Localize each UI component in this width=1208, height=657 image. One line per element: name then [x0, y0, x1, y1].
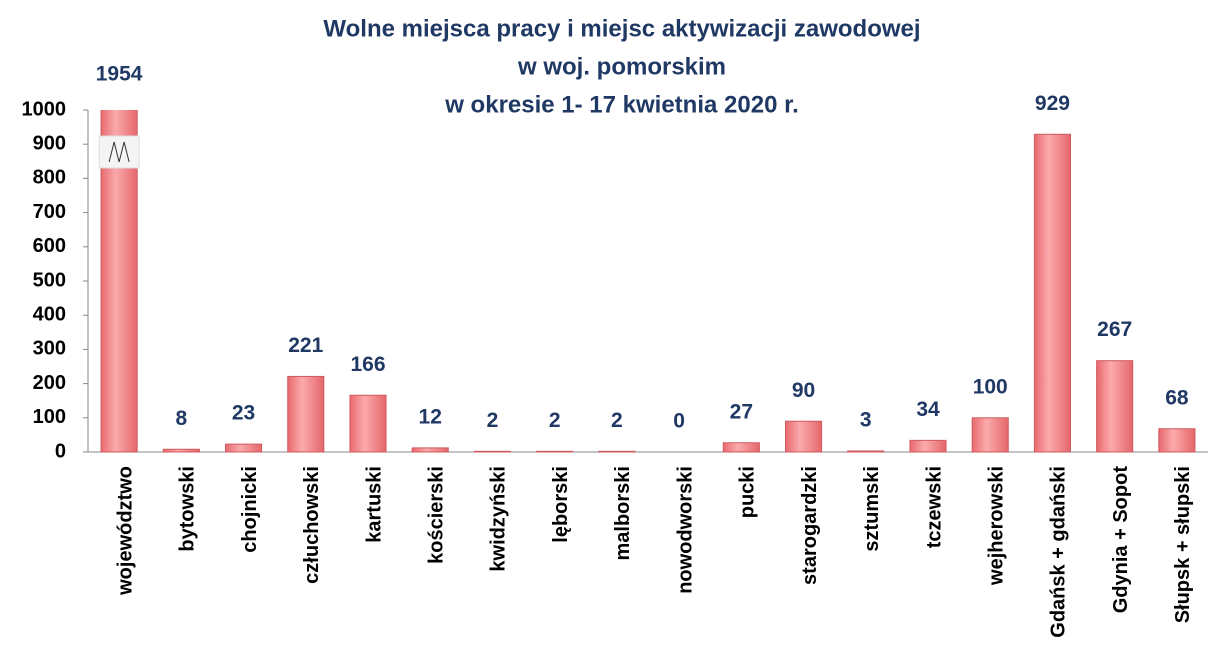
value-label: 34	[916, 398, 940, 421]
x-tick-label: pucki	[737, 466, 759, 518]
y-tick-label: 300	[33, 338, 66, 360]
value-label: 2	[611, 409, 623, 432]
value-label: 68	[1165, 386, 1189, 409]
chart-title: Wolne miejsca pracy i miejsc aktywizacji…	[323, 15, 920, 42]
value-label: 929	[1035, 92, 1070, 115]
y-tick-label: 700	[33, 201, 66, 223]
x-tick-label: województwo	[114, 466, 136, 596]
y-tick-label: 100	[33, 406, 66, 428]
y-tick-label: 1000	[22, 98, 67, 120]
value-label: 166	[350, 353, 385, 376]
y-tick-label: 0	[55, 440, 66, 462]
chart-title: w okresie 1- 17 kwietnia 2020 r.	[444, 91, 799, 118]
x-tick-label: sztumski	[861, 466, 883, 552]
x-tick-label: człuchowski	[301, 466, 323, 584]
value-label: 0	[673, 410, 685, 433]
bar	[1033, 133, 1071, 453]
x-tick-label: kartuski	[363, 466, 385, 543]
bar	[162, 448, 200, 453]
value-label: 1954	[96, 63, 143, 86]
bar	[909, 439, 947, 453]
bar	[598, 450, 636, 453]
value-label: 2	[549, 409, 561, 432]
x-tick-label: tczewski	[923, 466, 945, 548]
y-tick-label: 600	[33, 235, 66, 257]
bar	[287, 375, 325, 453]
x-tick-label: kwidzyński	[488, 466, 510, 572]
axis-break	[108, 141, 130, 163]
x-tick-label: nowodworski	[674, 466, 696, 594]
value-label: 2	[487, 409, 499, 432]
bar	[225, 443, 263, 453]
x-tick-label: wejherowski	[986, 466, 1008, 586]
value-label: 100	[973, 375, 1008, 398]
bar	[1158, 428, 1196, 453]
bar	[411, 447, 449, 453]
bar	[473, 450, 511, 453]
value-label: 23	[232, 402, 255, 425]
bar	[536, 450, 574, 453]
value-label: 12	[419, 405, 442, 428]
y-tick-label: 200	[33, 372, 66, 394]
x-tick-label: Słupsk + słupski	[1172, 466, 1194, 623]
axis-break	[98, 135, 140, 169]
value-label: 3	[860, 409, 872, 432]
bar	[785, 420, 823, 453]
y-tick-label: 500	[33, 269, 66, 291]
y-tick-label: 900	[33, 132, 66, 154]
x-tick-label: kościerski	[426, 466, 448, 564]
x-tick-label: bytowski	[177, 466, 199, 552]
x-tick-label: starogardzki	[799, 466, 821, 585]
value-label: 90	[792, 379, 815, 402]
value-label: 27	[730, 400, 753, 423]
value-label: 267	[1097, 318, 1132, 341]
value-label: 221	[288, 334, 323, 357]
plot-area	[100, 110, 1196, 453]
value-label: 8	[175, 407, 187, 430]
x-tick-label: Gdańsk + gdański	[1048, 466, 1070, 638]
chart-title: w woj. pomorskim	[517, 53, 726, 80]
bar	[847, 450, 885, 453]
bar	[971, 417, 1009, 453]
bar	[349, 394, 387, 453]
x-tick-label: malborski	[612, 466, 634, 560]
bar	[722, 442, 760, 453]
y-tick-label: 400	[33, 303, 66, 325]
x-tick-label: chojnicki	[239, 466, 261, 553]
x-tick-label: Gdynia + Sopot	[1110, 466, 1132, 614]
y-tick-label: 800	[33, 167, 66, 189]
x-tick-label: lęborski	[550, 466, 572, 543]
bar	[1096, 360, 1134, 453]
